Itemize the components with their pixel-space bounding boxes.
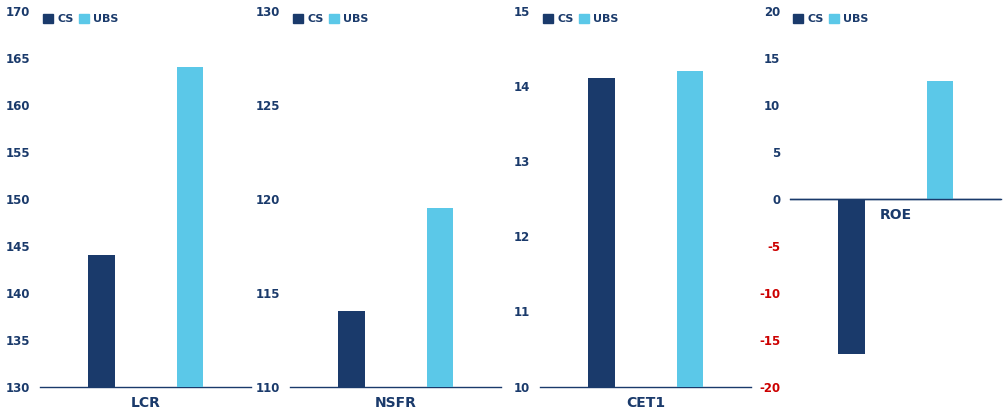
Bar xyxy=(338,312,365,387)
Legend: CS, UBS: CS, UBS xyxy=(292,13,370,25)
Bar xyxy=(588,78,615,387)
Legend: CS, UBS: CS, UBS xyxy=(542,13,619,25)
Bar xyxy=(677,71,703,387)
Bar xyxy=(89,255,115,387)
Bar xyxy=(926,81,953,198)
Legend: CS, UBS: CS, UBS xyxy=(793,13,869,25)
Bar xyxy=(427,208,453,387)
Bar xyxy=(176,67,203,387)
Legend: CS, UBS: CS, UBS xyxy=(42,13,120,25)
Bar xyxy=(839,198,865,354)
